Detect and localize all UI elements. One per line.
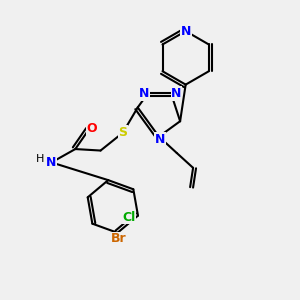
Text: N: N (171, 87, 182, 100)
Text: Cl: Cl (122, 211, 136, 224)
Text: S: S (118, 126, 127, 139)
Text: N: N (46, 156, 57, 169)
Text: H: H (36, 154, 44, 164)
Text: O: O (86, 122, 97, 135)
Text: N: N (155, 133, 166, 146)
Text: N: N (139, 87, 149, 100)
Text: N: N (181, 25, 191, 38)
Text: Br: Br (111, 232, 127, 245)
